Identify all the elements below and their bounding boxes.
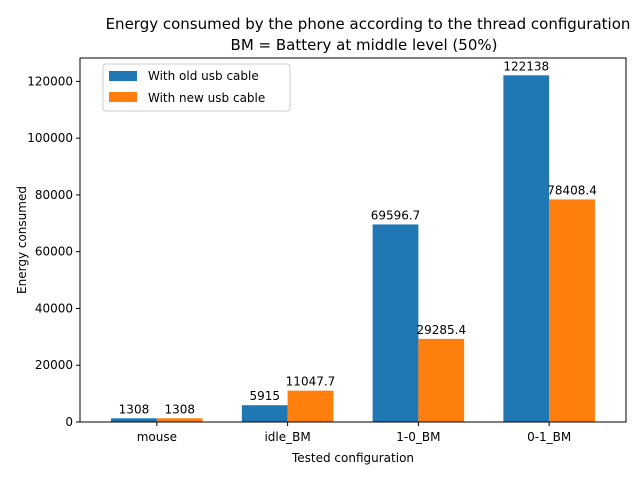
legend: With old usb cable With new usb cable	[102, 63, 291, 112]
y-tick-label-100000: 100000	[27, 131, 73, 145]
y-tick-label-80000: 80000	[35, 188, 73, 202]
plot-area: 1308 1308 mouse 5915 11047.7 idle_BM 69596.7 29…	[27, 59, 597, 444]
bar-idle_BM-series-0	[241, 405, 288, 422]
data-label-mouse-series-0: 1308	[119, 402, 150, 416]
bar-mouse-series-1	[156, 418, 203, 422]
plot-frame	[79, 57, 627, 423]
data-label-0-1_BM-series-1: 78408.4	[547, 183, 597, 197]
bar-0-1_BM-series-1	[549, 199, 595, 422]
data-label-0-1_BM-series-0: 122138	[503, 59, 549, 73]
chart-subtitle: BM = Battery at middle level (50%)	[231, 36, 498, 54]
data-label-1-0_BM-series-0: 69596.7	[371, 208, 421, 222]
legend-swatch-new-cable	[109, 92, 137, 102]
x-tick-label-idle_BM: idle_BM	[264, 430, 310, 444]
data-label-mouse-series-1: 1308	[164, 402, 195, 416]
y-tick-label-0: 0	[65, 415, 73, 429]
x-axis-label: Tested configuration	[291, 451, 414, 465]
x-tick-label-mouse: mouse	[137, 430, 177, 444]
legend-box	[102, 63, 291, 112]
y-tick-label-120000: 120000	[27, 74, 73, 88]
legend-label-new-cable: With new usb cable	[148, 91, 265, 105]
bar-0-1_BM-series-0	[503, 75, 550, 422]
data-label-idle_BM-series-0: 5915	[249, 389, 280, 403]
bar-mouse-series-0	[111, 418, 157, 422]
chart-title: Energy consumed by the phone according t…	[106, 15, 631, 33]
y-axis-label: Energy consumed	[15, 186, 29, 294]
bar-1-0_BM-series-0	[372, 224, 419, 422]
y-tick-label-60000: 60000	[35, 245, 73, 259]
data-label-idle_BM-series-1: 11047.7	[286, 375, 336, 389]
y-tick-label-20000: 20000	[35, 358, 73, 372]
legend-label-old-cable: With old usb cable	[148, 69, 259, 83]
x-tick-label-1-0_BM: 1-0_BM	[396, 430, 440, 444]
legend-swatch-old-cable	[109, 71, 137, 81]
y-tick-label-40000: 40000	[35, 301, 73, 315]
bar-idle_BM-series-1	[287, 390, 334, 422]
data-label-1-0_BM-series-1: 29285.4	[416, 323, 466, 337]
bar-1-0_BM-series-1	[418, 338, 465, 422]
x-tick-label-0-1_BM: 0-1_BM	[527, 430, 571, 444]
